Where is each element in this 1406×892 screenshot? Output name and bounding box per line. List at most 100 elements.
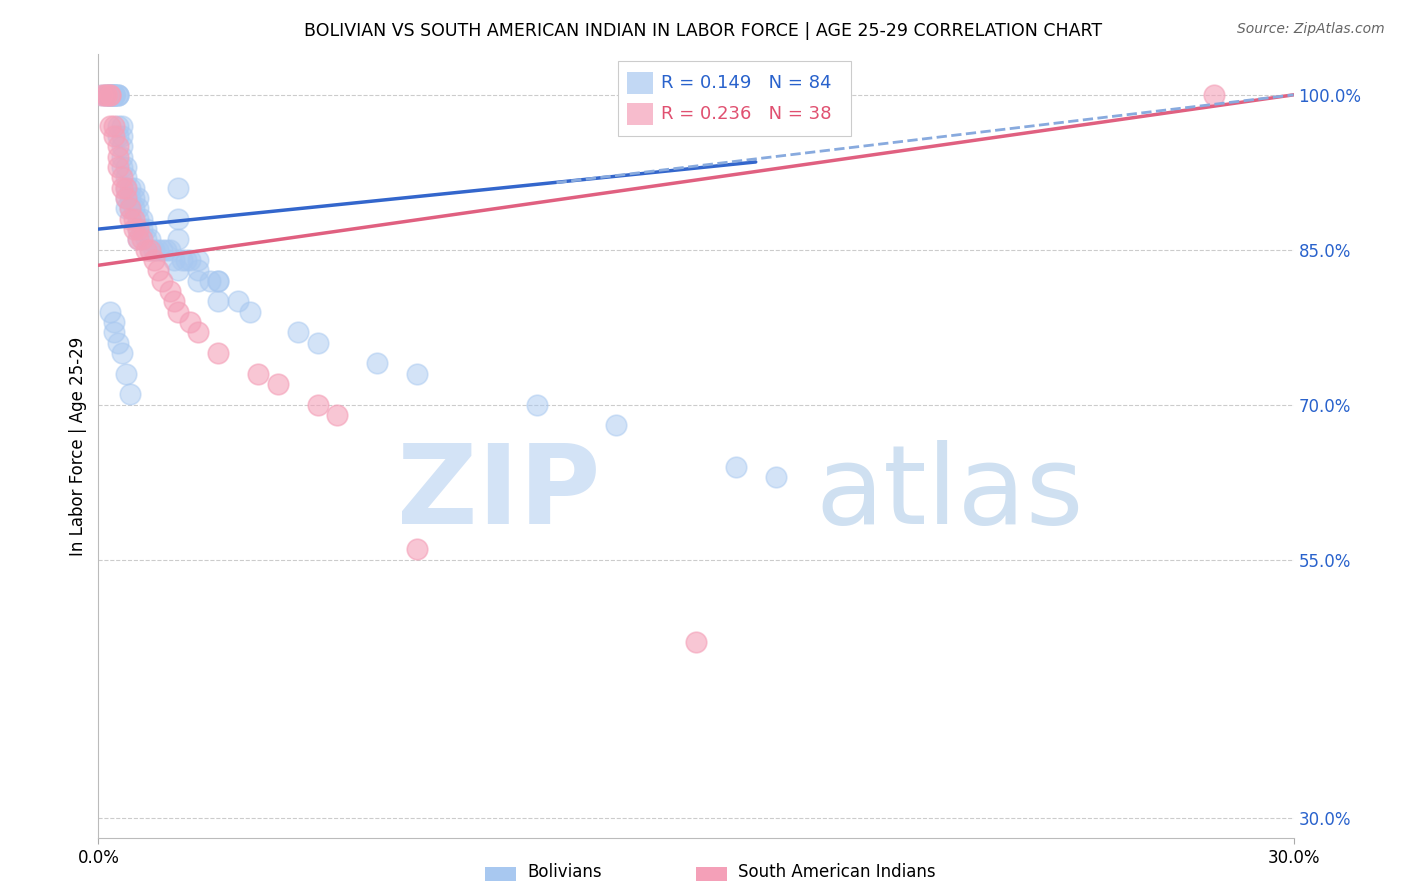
FancyBboxPatch shape — [627, 103, 652, 125]
Point — [120, 181, 142, 195]
Point — [120, 387, 142, 401]
Point — [179, 315, 201, 329]
Point — [107, 160, 129, 174]
Point — [111, 181, 134, 195]
Point — [167, 304, 190, 318]
Point — [267, 377, 290, 392]
Point — [124, 202, 146, 216]
Point — [115, 202, 138, 216]
Point — [107, 87, 129, 102]
Point — [96, 87, 118, 102]
Point — [98, 304, 122, 318]
Point — [96, 87, 118, 102]
Point — [226, 294, 249, 309]
Point — [124, 211, 146, 226]
Point — [103, 87, 125, 102]
Text: Source: ZipAtlas.com: Source: ZipAtlas.com — [1237, 22, 1385, 37]
Point — [207, 274, 229, 288]
Point — [98, 87, 122, 102]
Point — [115, 170, 138, 185]
Point — [98, 87, 122, 102]
Point — [107, 139, 129, 153]
Point — [724, 459, 747, 474]
Point — [91, 87, 114, 102]
Point — [127, 202, 149, 216]
Text: R = 0.236   N = 38: R = 0.236 N = 38 — [661, 105, 832, 123]
Point — [111, 129, 134, 144]
Point — [103, 87, 125, 102]
Point — [167, 211, 190, 226]
Point — [103, 315, 125, 329]
FancyBboxPatch shape — [619, 62, 852, 136]
Text: BOLIVIAN VS SOUTH AMERICAN INDIAN IN LABOR FORCE | AGE 25-29 CORRELATION CHART: BOLIVIAN VS SOUTH AMERICAN INDIAN IN LAB… — [304, 22, 1102, 40]
Point — [150, 274, 173, 288]
Point — [111, 150, 134, 164]
Point — [174, 253, 197, 268]
Point — [115, 191, 138, 205]
Point — [127, 222, 149, 236]
Point — [115, 181, 138, 195]
Text: R = 0.149   N = 84: R = 0.149 N = 84 — [661, 73, 832, 92]
Point — [131, 222, 153, 236]
Point — [127, 222, 149, 236]
Point — [98, 87, 122, 102]
Point — [107, 335, 129, 350]
Point — [139, 243, 162, 257]
Point — [148, 243, 170, 257]
Point — [111, 139, 134, 153]
Point — [406, 367, 429, 381]
Point — [98, 119, 122, 133]
Point — [107, 119, 129, 133]
Point — [187, 326, 209, 340]
Point — [307, 398, 329, 412]
Point — [103, 87, 125, 102]
Point — [287, 326, 309, 340]
Point — [107, 87, 129, 102]
Point — [207, 346, 229, 360]
Point — [103, 87, 125, 102]
Point — [111, 170, 134, 185]
Point — [111, 346, 134, 360]
Point — [120, 211, 142, 226]
Point — [115, 181, 138, 195]
Point — [163, 294, 186, 309]
Point — [98, 87, 122, 102]
Point — [246, 367, 269, 381]
Y-axis label: In Labor Force | Age 25-29: In Labor Force | Age 25-29 — [69, 336, 87, 556]
Point — [120, 202, 142, 216]
Point — [103, 129, 125, 144]
Point — [91, 87, 114, 102]
Point — [96, 87, 118, 102]
Point — [198, 274, 221, 288]
Point — [159, 243, 181, 257]
FancyBboxPatch shape — [627, 71, 652, 94]
Point — [207, 294, 229, 309]
Point — [98, 87, 122, 102]
Point — [96, 87, 118, 102]
Point — [98, 87, 122, 102]
Point — [139, 243, 162, 257]
Point — [127, 211, 149, 226]
Point — [1202, 87, 1225, 102]
Point — [127, 232, 149, 246]
Point — [187, 263, 209, 277]
Point — [187, 274, 209, 288]
Point — [127, 232, 149, 246]
Point — [107, 129, 129, 144]
Point — [187, 253, 209, 268]
Point — [115, 191, 138, 205]
Point — [115, 160, 138, 174]
Text: atlas: atlas — [815, 440, 1084, 547]
Point — [124, 181, 146, 195]
Point — [143, 243, 166, 257]
Point — [111, 119, 134, 133]
Point — [143, 253, 166, 268]
Point — [179, 253, 201, 268]
Point — [155, 243, 177, 257]
Point — [135, 243, 157, 257]
Point — [139, 232, 162, 246]
Point — [239, 304, 262, 318]
Point — [526, 398, 548, 412]
Point — [124, 191, 146, 205]
Point — [406, 542, 429, 557]
